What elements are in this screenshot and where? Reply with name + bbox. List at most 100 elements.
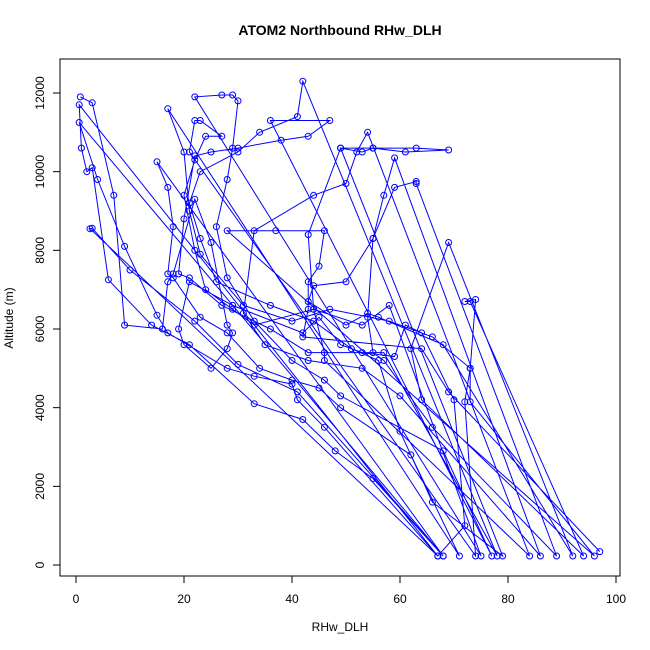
data-point (277, 136, 285, 144)
data-point (412, 180, 420, 187)
data-point (83, 168, 91, 176)
data-point (418, 329, 426, 337)
y-tick-label: 8000 (33, 237, 47, 264)
data-point (407, 451, 415, 459)
data-point (304, 357, 312, 364)
data-point (158, 325, 166, 333)
data-point (191, 152, 199, 160)
data-point (223, 364, 231, 372)
data-point (536, 552, 544, 560)
data-point (164, 329, 172, 337)
data-point (342, 321, 350, 329)
data-point (256, 364, 264, 372)
data-point (428, 333, 436, 341)
data-point (488, 552, 496, 560)
data-point (374, 357, 382, 364)
data-point (110, 191, 118, 199)
data-point (418, 345, 426, 353)
data-point (320, 357, 328, 364)
data-point (310, 317, 318, 325)
data-point (191, 93, 199, 101)
x-axis-title: RHw_DLH (312, 620, 369, 634)
data-point (88, 99, 96, 107)
data-point (191, 117, 199, 124)
data-point (358, 148, 366, 156)
x-tick-label: 80 (501, 592, 515, 606)
series-layer (75, 77, 604, 560)
data-point (396, 427, 404, 435)
data-point (569, 552, 577, 560)
data-point (364, 313, 372, 321)
data-point (477, 552, 485, 560)
data-point (412, 178, 420, 185)
data-point (553, 552, 561, 560)
data-point (445, 239, 453, 246)
data-point (369, 235, 377, 242)
y-tick-label: 4000 (33, 394, 47, 421)
data-point (369, 475, 377, 482)
y-tick-label: 0 (33, 561, 47, 568)
data-point (380, 357, 388, 364)
data-point (369, 349, 377, 357)
data-point (191, 246, 199, 254)
data-point (185, 207, 193, 215)
data-point (250, 400, 258, 408)
data-point (299, 77, 307, 85)
data-point (293, 113, 301, 121)
data-point (385, 317, 393, 325)
data-point (439, 341, 447, 349)
data-point (185, 148, 193, 156)
data-point (169, 223, 177, 231)
data-point (299, 416, 307, 423)
data-point (288, 380, 296, 388)
data-point (428, 423, 436, 431)
data-point (207, 148, 215, 156)
data-point (218, 91, 226, 99)
y-tick-label: 12000 (33, 76, 47, 110)
data-point (396, 392, 404, 400)
data-point (418, 396, 426, 404)
data-point (439, 552, 447, 560)
data-point (229, 91, 237, 99)
data-point (304, 349, 312, 357)
data-point (250, 372, 258, 380)
data-point (121, 321, 129, 329)
data-point (180, 215, 188, 223)
data-point (288, 357, 296, 364)
data-point (175, 325, 183, 333)
data-point (239, 301, 247, 309)
data-point (310, 191, 318, 199)
data-point (590, 552, 598, 560)
data-point (342, 278, 350, 286)
data-point (461, 298, 469, 305)
data-point (315, 313, 323, 321)
data-point (304, 132, 312, 140)
data-point (202, 286, 210, 294)
data-point (272, 227, 280, 235)
data-point (185, 341, 193, 349)
data-point (347, 345, 355, 353)
data-point (358, 321, 366, 329)
data-point (304, 298, 312, 305)
data-point (234, 144, 242, 152)
data-point (223, 176, 231, 183)
data-point (434, 552, 442, 560)
data-point (391, 183, 399, 191)
data-point (461, 522, 469, 530)
data-point (229, 144, 237, 152)
data-point (499, 552, 507, 560)
data-point (223, 345, 231, 353)
data-point (88, 164, 96, 172)
data-point (229, 305, 237, 313)
data-point (261, 341, 269, 349)
data-point (391, 353, 399, 360)
data-point (77, 144, 85, 152)
data-point (466, 398, 474, 406)
data-point (207, 364, 215, 372)
data-point (191, 156, 199, 164)
data-point (374, 313, 382, 321)
data-point (218, 301, 226, 309)
data-point (596, 548, 604, 556)
data-point (266, 325, 274, 333)
data-point (229, 329, 237, 337)
